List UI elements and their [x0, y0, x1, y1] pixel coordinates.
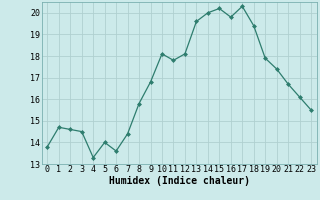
- X-axis label: Humidex (Indice chaleur): Humidex (Indice chaleur): [109, 176, 250, 186]
